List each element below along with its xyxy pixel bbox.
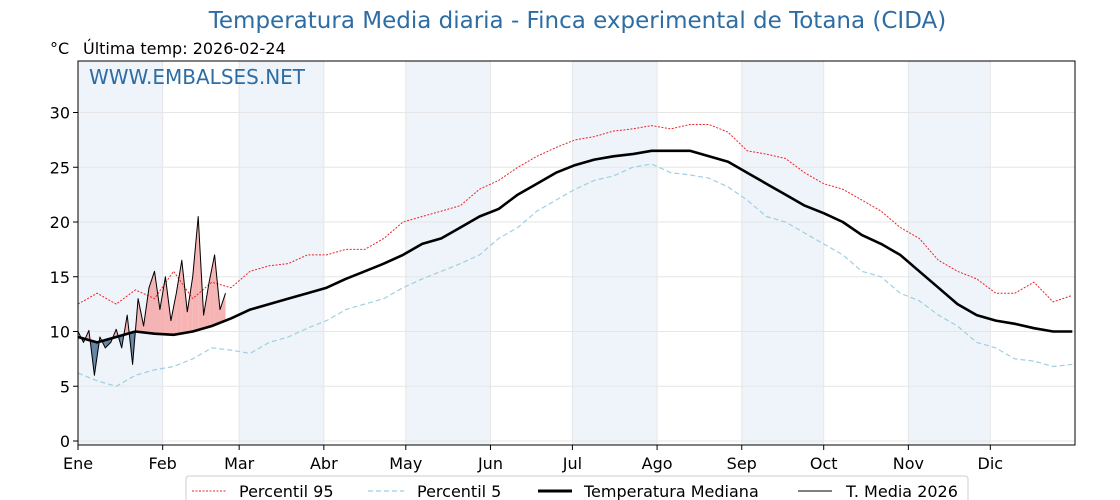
anomaly-fill (154, 271, 160, 335)
x-tick-label: Ene (63, 454, 93, 473)
legend-box (185, 475, 969, 500)
anomaly-fill (192, 216, 199, 332)
legend-label-p95: Percentil 95 (239, 482, 334, 500)
y-unit-label: °C (50, 39, 70, 58)
y-tick-label: 25 (50, 158, 70, 177)
x-tick-label: Sep (727, 454, 757, 473)
y-axis: 0 5 10 15 20 25 30 (50, 104, 78, 451)
month-band (908, 61, 991, 445)
last-temp-label: Última temp: 2026-02-24 (83, 39, 286, 58)
month-band (572, 61, 658, 445)
y-tick-label: 0 (60, 432, 70, 451)
series-line-median (77, 149, 1073, 344)
chart-title: Temperatura Media diaria - Finca experim… (208, 8, 947, 34)
anomaly-fill (220, 293, 226, 323)
anomaly-fill (203, 282, 210, 329)
anomaly-fill (176, 260, 182, 335)
legend-label-p5: Percentil 5 (417, 482, 501, 500)
anomaly-fill (187, 276, 193, 333)
series-line-current (77, 216, 226, 376)
x-tick-label: May (389, 454, 422, 473)
x-tick-label: Abr (310, 454, 338, 473)
month-band (78, 61, 163, 445)
legend-label-median: Temperatura Mediana (583, 482, 759, 500)
legend-label-current: T. Media 2026 (845, 482, 958, 500)
x-tick-label: Jul (562, 454, 582, 473)
x-axis: Ene Feb Mar Abr May Jun Jul Ago Sep Oct Nov Dic (63, 445, 1003, 473)
series-line-p95 (77, 124, 1073, 305)
x-tick-label: Ago (642, 454, 673, 473)
legend: Percentil 95 Percentil 5 Temperatura Med… (185, 475, 969, 500)
anomaly-fill (181, 260, 188, 334)
month-band (741, 61, 824, 445)
y-tick-label: 5 (60, 377, 70, 396)
x-tick-label: Dic (978, 454, 1004, 473)
anomaly-fill (209, 254, 215, 327)
anomaly-fill (159, 276, 166, 335)
watermark: WWW.EMBALSES.NET (89, 65, 306, 89)
anomaly-fill (170, 293, 177, 335)
month-bands (78, 61, 991, 445)
month-band (239, 61, 324, 445)
series-line-p5 (77, 163, 1073, 387)
x-tick-label: Mar (224, 454, 255, 473)
anomaly-fill (149, 271, 155, 334)
y-tick-label: 30 (50, 104, 70, 123)
y-tick-label: 10 (50, 323, 70, 342)
x-tick-label: Nov (893, 454, 924, 473)
y-tick-label: 15 (50, 268, 70, 287)
x-tick-label: Jun (477, 454, 503, 473)
y-tick-label: 20 (50, 213, 70, 232)
month-band (405, 61, 491, 445)
x-tick-label: Oct (810, 454, 838, 473)
series-lines (77, 124, 1073, 387)
x-tick-label: Feb (149, 454, 177, 473)
plot-frame (77, 60, 1076, 446)
